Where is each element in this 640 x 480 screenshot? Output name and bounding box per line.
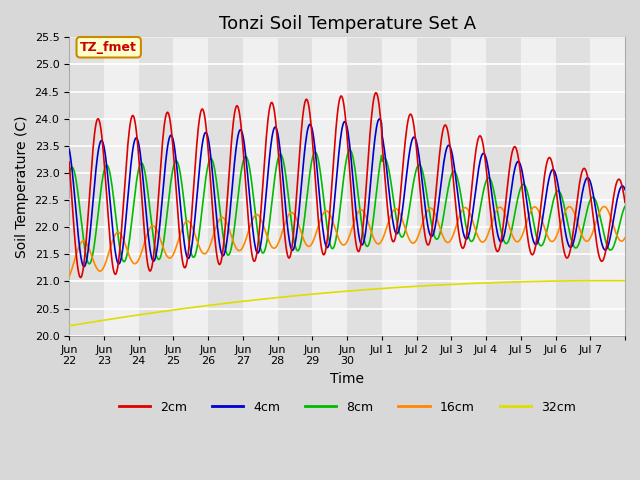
Text: TZ_fmet: TZ_fmet [80, 41, 137, 54]
X-axis label: Time: Time [330, 372, 364, 386]
Legend: 2cm, 4cm, 8cm, 16cm, 32cm: 2cm, 4cm, 8cm, 16cm, 32cm [113, 396, 580, 419]
Bar [486, 37, 521, 336]
Bar [208, 37, 243, 336]
Y-axis label: Soil Temperature (C): Soil Temperature (C) [15, 115, 29, 258]
Bar [417, 37, 451, 336]
Bar [278, 37, 312, 336]
Bar [556, 37, 590, 336]
Bar [347, 37, 382, 336]
Title: Tonzi Soil Temperature Set A: Tonzi Soil Temperature Set A [218, 15, 476, 33]
Bar [139, 37, 173, 336]
Bar [69, 37, 104, 336]
